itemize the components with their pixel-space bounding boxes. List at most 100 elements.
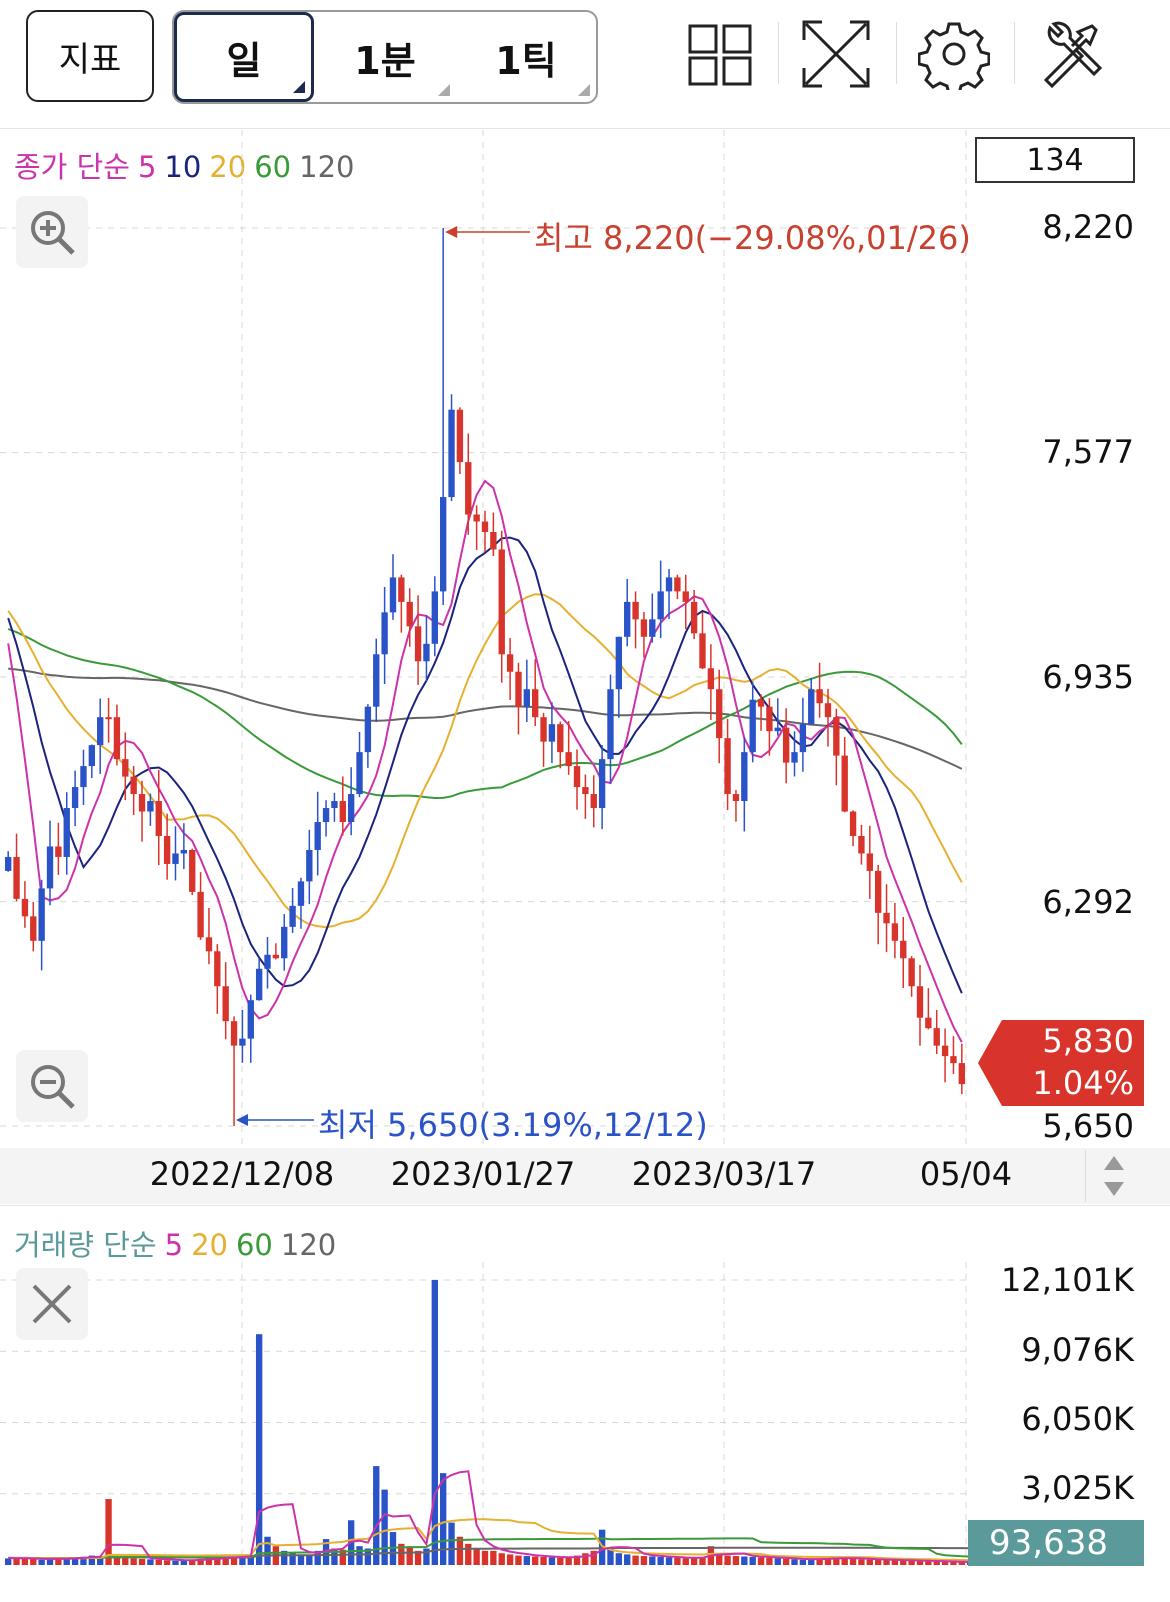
candle-body xyxy=(649,619,656,637)
zoom-out-icon[interactable] xyxy=(16,1050,88,1122)
volume-bar xyxy=(958,1562,965,1565)
candle-count-value: 134 xyxy=(1026,142,1084,178)
candle-body xyxy=(933,1028,940,1046)
date-axis-label: 2022/12/08 xyxy=(149,1155,335,1193)
candle-body xyxy=(130,776,137,795)
vol-ma60-legend: 60 xyxy=(235,1228,273,1262)
volume-bar xyxy=(590,1550,597,1565)
candle-body xyxy=(122,759,129,777)
candle-body xyxy=(624,601,631,637)
price-axis-label: 6,935 xyxy=(1042,658,1134,696)
vol-ma60-line xyxy=(8,1537,979,1559)
period-tick-button[interactable]: 1틱 xyxy=(456,12,596,102)
candle-body xyxy=(297,881,305,906)
period-selector: 일 1분 1틱 xyxy=(172,10,598,104)
volume-bar xyxy=(824,1557,832,1565)
candle-body xyxy=(71,787,79,809)
volume-bar xyxy=(690,1557,698,1565)
candle xyxy=(473,505,480,550)
candle xyxy=(774,698,781,736)
vol-ma5-legend: 5 xyxy=(164,1228,184,1262)
candle-body xyxy=(866,853,873,871)
volume-bar xyxy=(766,1557,773,1565)
volume-bar xyxy=(515,1555,522,1565)
period-minute-label: 1분 xyxy=(354,38,416,83)
volume-bar xyxy=(30,1559,37,1565)
candle-body xyxy=(498,549,505,655)
layout-grid-icon[interactable] xyxy=(684,18,756,90)
volume-bar xyxy=(883,1560,890,1565)
zoom-in-icon[interactable] xyxy=(16,196,88,268)
gear-icon[interactable] xyxy=(918,18,990,90)
volume-bar xyxy=(172,1560,179,1565)
tools-icon[interactable] xyxy=(1036,18,1108,90)
volume-bar xyxy=(373,1466,380,1565)
candle xyxy=(163,813,171,880)
indicator-button-label: 지표 xyxy=(58,39,122,80)
candle-body xyxy=(841,755,848,812)
candle-body xyxy=(205,937,213,952)
close-panel-icon[interactable] xyxy=(16,1268,88,1340)
candle xyxy=(197,872,204,940)
candle xyxy=(71,770,79,827)
price-chart[interactable] xyxy=(0,0,1170,1150)
volume-bar xyxy=(88,1555,96,1565)
price-legend: 종가 단순 5 10 20 60 120 xyxy=(14,144,362,186)
candle xyxy=(690,589,698,640)
volume-bar xyxy=(398,1543,405,1565)
candle-body xyxy=(506,654,514,672)
indicator-button[interactable]: 지표 xyxy=(26,10,154,102)
date-axis-label: 2023/01/27 xyxy=(390,1155,576,1193)
candle-body xyxy=(155,801,162,836)
volume-bar xyxy=(189,1559,196,1565)
volume-bar xyxy=(71,1557,79,1565)
candle xyxy=(615,636,623,718)
candle xyxy=(757,694,765,731)
candle-body xyxy=(431,591,438,644)
candle xyxy=(272,943,280,960)
ma10-legend: 10 xyxy=(164,150,202,184)
volume-bar xyxy=(808,1558,815,1565)
candle xyxy=(205,907,213,965)
period-minute-button[interactable]: 1분 xyxy=(314,12,456,102)
volume-bar xyxy=(657,1556,664,1565)
volume-bar xyxy=(757,1557,765,1565)
volume-bar xyxy=(624,1554,631,1565)
candle xyxy=(289,887,296,933)
volume-bar xyxy=(908,1560,915,1565)
candle xyxy=(439,228,447,605)
candle xyxy=(398,574,405,633)
candle-body xyxy=(5,856,12,871)
price-axis-label: 7,577 xyxy=(1042,433,1134,471)
candle-body xyxy=(925,1017,932,1029)
candle xyxy=(799,697,807,772)
price-axis-label: 6,292 xyxy=(1042,883,1134,921)
volume-bar xyxy=(314,1550,321,1565)
panel-resize-arrows-icon[interactable] xyxy=(1085,1150,1142,1202)
candle-body xyxy=(874,870,882,913)
volume-bar xyxy=(163,1560,171,1565)
candle xyxy=(364,704,372,768)
fullscreen-icon[interactable] xyxy=(800,18,872,90)
volume-bar xyxy=(147,1559,154,1565)
period-day-button[interactable]: 일 xyxy=(174,12,314,102)
candle-body xyxy=(557,724,564,753)
candle-body xyxy=(322,808,330,823)
volume-bar xyxy=(439,1473,447,1565)
volume-bar xyxy=(490,1550,497,1565)
candle-body xyxy=(615,636,623,690)
candle-body xyxy=(816,689,823,704)
candle-body xyxy=(565,752,572,767)
candle-body xyxy=(381,612,388,655)
candle-body xyxy=(782,727,790,763)
candle xyxy=(498,530,505,683)
candle-count-box[interactable]: 134 xyxy=(975,137,1135,183)
volume-bar xyxy=(465,1543,472,1565)
candle xyxy=(506,638,514,700)
candle xyxy=(431,576,438,657)
volume-axis-label: 6,050K xyxy=(1021,1400,1134,1438)
candle xyxy=(933,1010,940,1055)
candle xyxy=(490,512,497,557)
candle xyxy=(632,591,639,649)
